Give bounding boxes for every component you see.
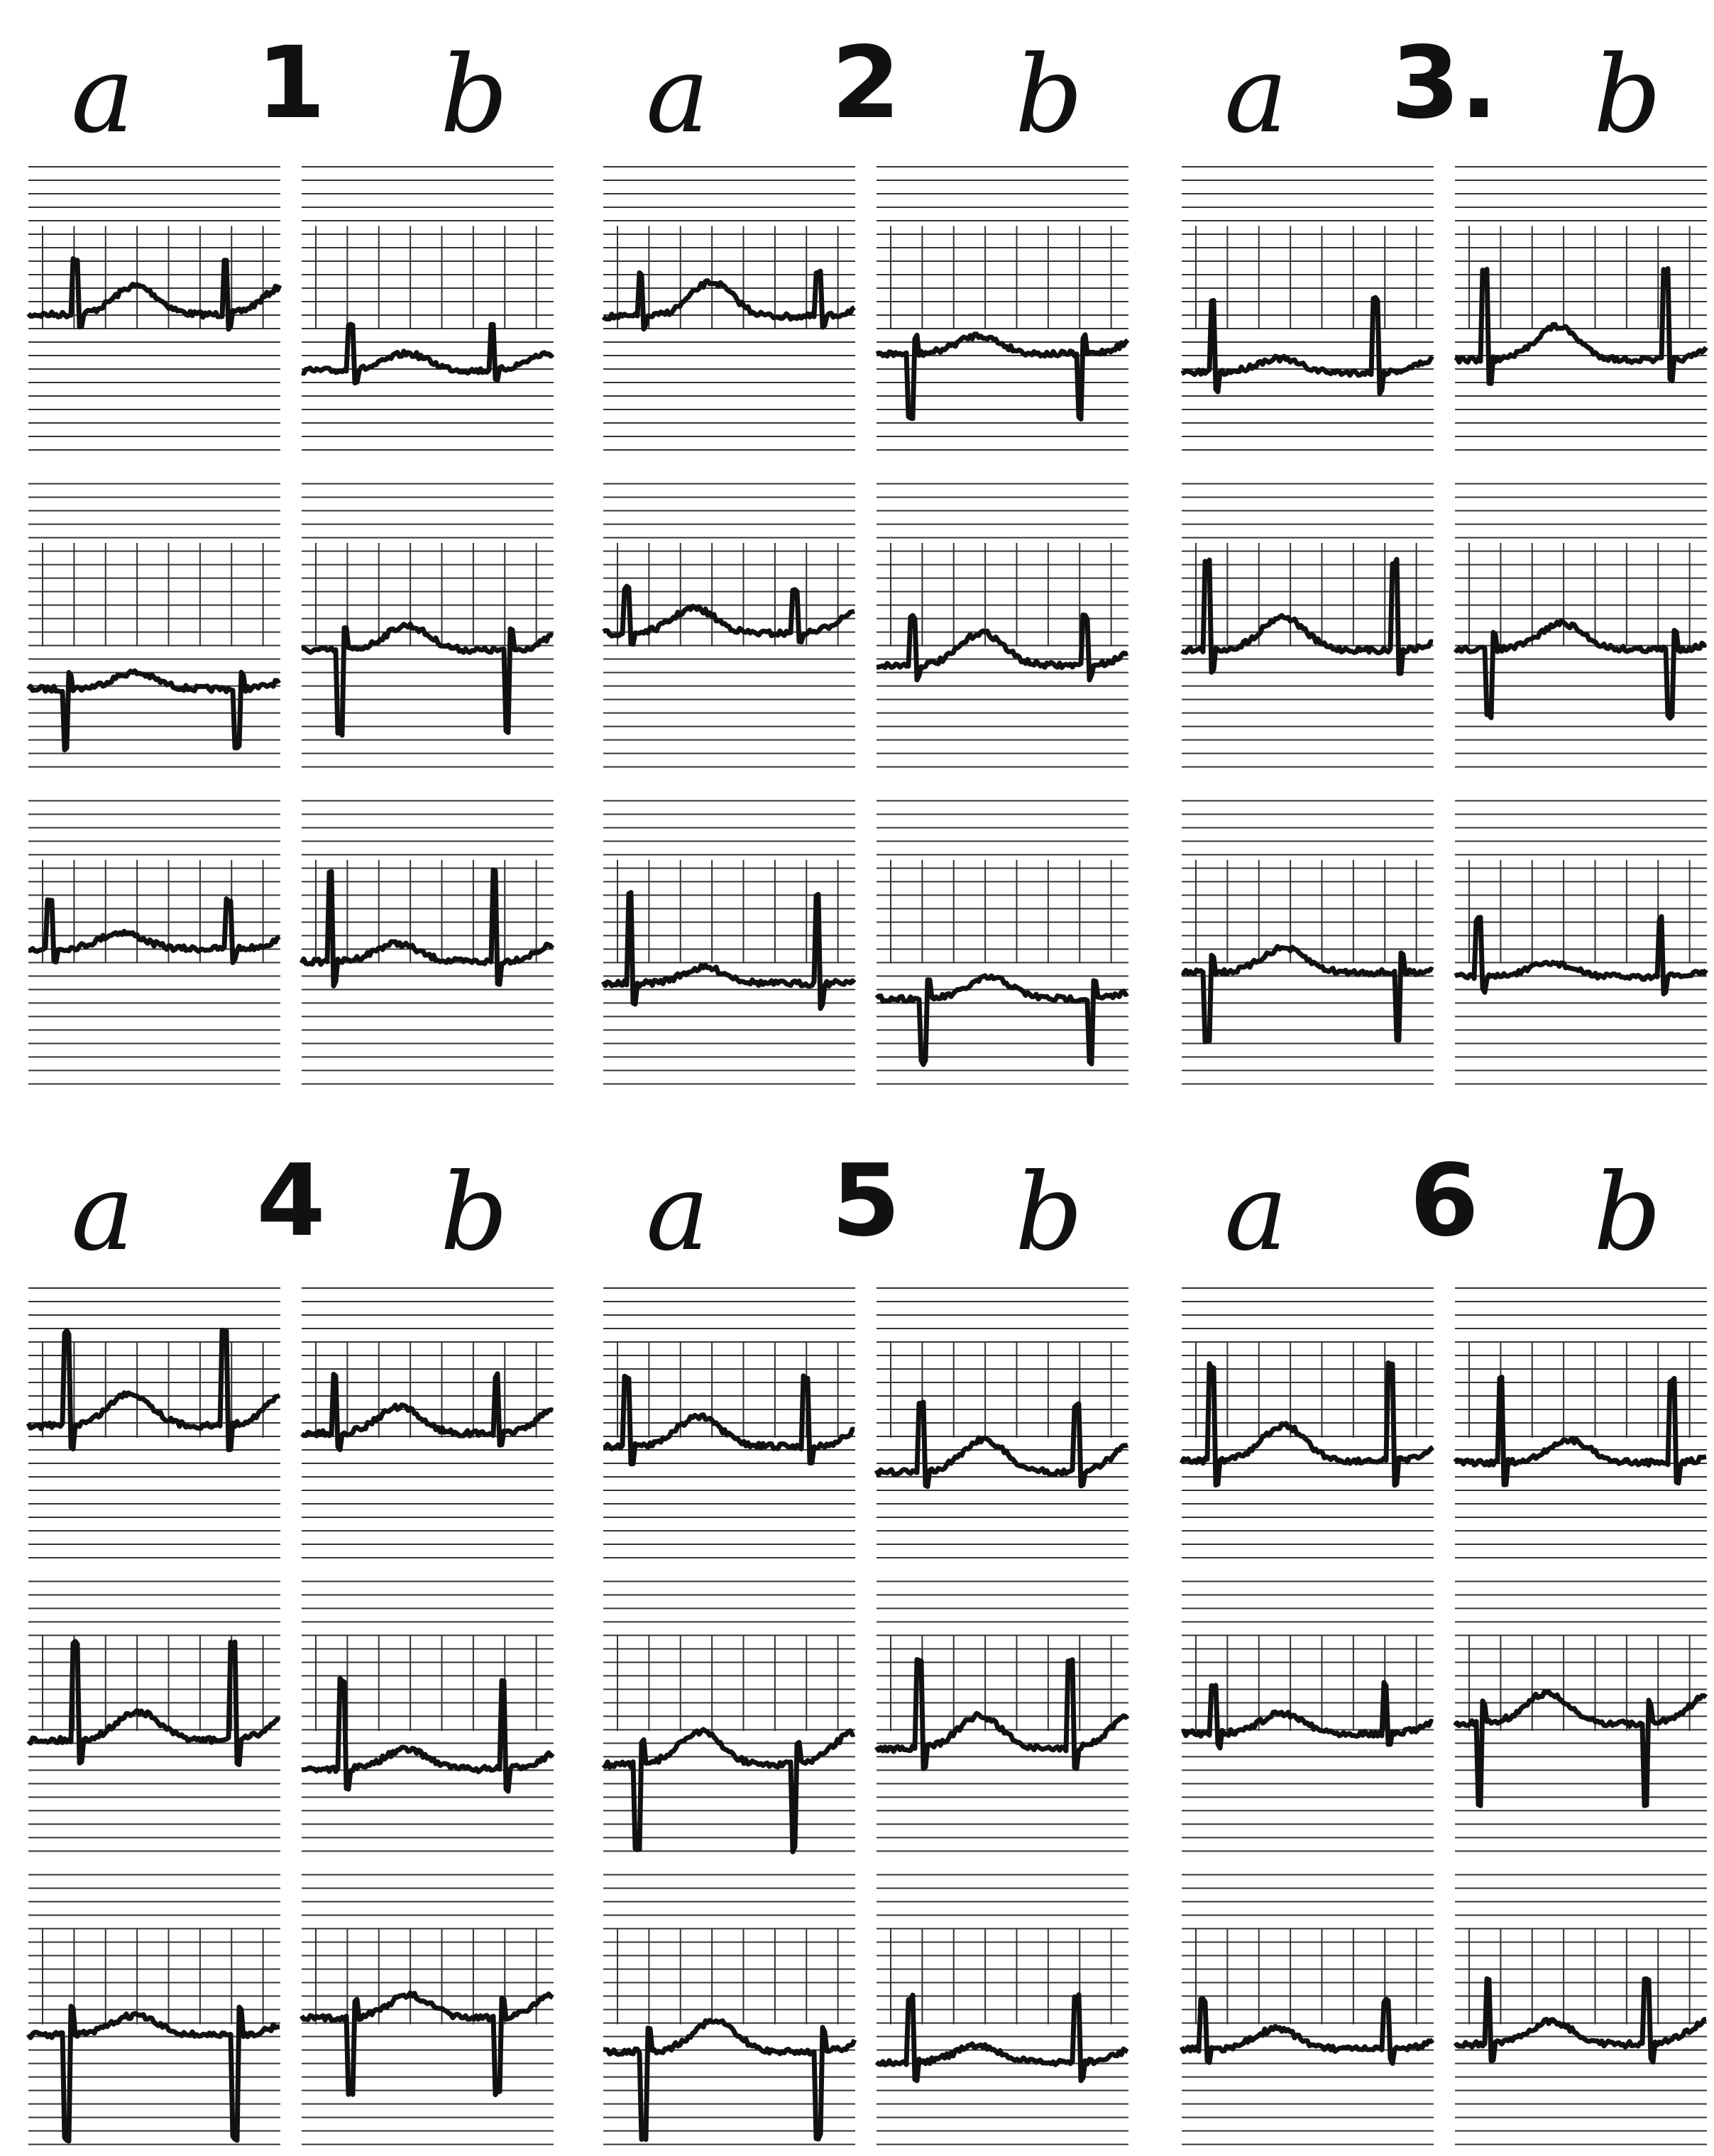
ecg-trace (603, 1373, 855, 1467)
figure-number: 3. (1391, 26, 1498, 141)
ecg-trace (301, 321, 555, 386)
ecg-trace (28, 896, 281, 965)
ecg-trace (1179, 1996, 1435, 2066)
ecg-trace (1453, 617, 1707, 721)
lead-label: a (71, 1151, 134, 1275)
ecg-trace (26, 1327, 281, 1453)
ecg-trace (875, 331, 1130, 422)
ecg-trace (1453, 1976, 1707, 2065)
figure-number: 2 (831, 26, 900, 141)
ecg-trace (1453, 1375, 1707, 1487)
lead-label: a (71, 33, 134, 157)
ecg-trace (601, 1727, 856, 1854)
figure-number: 5 (831, 1143, 900, 1259)
ecg-trace (300, 1990, 554, 2098)
ecg-trace (601, 268, 856, 332)
ecg-trace (600, 890, 857, 1011)
lead-label: b (1593, 1151, 1661, 1275)
ecg-trace (301, 1676, 555, 1794)
ecg-trace (1180, 1680, 1434, 1751)
ecg-trace (874, 1992, 1129, 2084)
lead-label: b (1593, 33, 1661, 157)
figure-number: 1 (256, 26, 325, 141)
ecg-trace (1180, 944, 1434, 1045)
ecg-trace (874, 1399, 1129, 1490)
ecg-trace (603, 2018, 857, 2143)
lead-label: a (646, 33, 709, 157)
ecg-trace (1180, 295, 1434, 396)
ecg-trace (1179, 1360, 1435, 1488)
ecg-trace (300, 1371, 554, 1453)
lead-label: a (1224, 33, 1287, 157)
ecg-trace (874, 973, 1129, 1067)
lead-label: a (646, 1151, 709, 1275)
ecg-trace (26, 668, 282, 753)
ecg-trace (299, 867, 555, 989)
ecg-trace (1453, 1689, 1708, 1808)
ecg-trace (1454, 266, 1708, 386)
lead-label: b (440, 1151, 508, 1275)
ecg-trace (876, 612, 1129, 683)
lead-label: b (1015, 33, 1083, 157)
ecg-trace (602, 583, 855, 647)
ecg-trace (1454, 914, 1708, 996)
ecg-trace (874, 1656, 1130, 1771)
ecg-trace (26, 2003, 280, 2144)
ecg-trace (1180, 556, 1434, 676)
panel: a 3. b (1180, 26, 1708, 1085)
figure-number: 4 (256, 1143, 325, 1259)
ecg-trace (26, 1639, 281, 1768)
lead-label: b (440, 33, 508, 157)
ecg-trace (301, 621, 554, 738)
figure-number: 6 (1410, 1143, 1478, 1259)
lead-label: b (1015, 1151, 1083, 1275)
ecg-trace (26, 256, 282, 332)
lead-label: a (1224, 1151, 1287, 1275)
